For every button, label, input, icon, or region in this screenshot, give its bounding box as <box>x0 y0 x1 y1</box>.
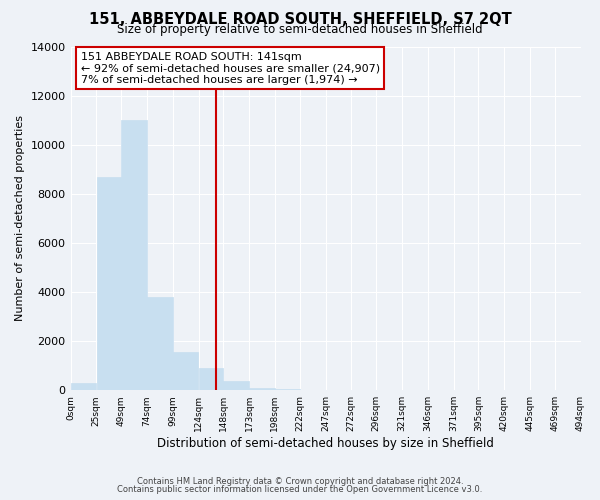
Bar <box>121 120 147 390</box>
Text: 151 ABBEYDALE ROAD SOUTH: 141sqm
← 92% of semi-detached houses are smaller (24,9: 151 ABBEYDALE ROAD SOUTH: 141sqm ← 92% o… <box>81 52 380 85</box>
Bar <box>97 176 121 390</box>
Bar <box>223 381 249 390</box>
Bar <box>71 383 96 390</box>
Bar <box>249 388 275 390</box>
Text: Contains public sector information licensed under the Open Government Licence v3: Contains public sector information licen… <box>118 485 482 494</box>
Text: Size of property relative to semi-detached houses in Sheffield: Size of property relative to semi-detach… <box>117 22 483 36</box>
Y-axis label: Number of semi-detached properties: Number of semi-detached properties <box>15 116 25 322</box>
Bar <box>147 297 173 390</box>
Text: 151, ABBEYDALE ROAD SOUTH, SHEFFIELD, S7 2QT: 151, ABBEYDALE ROAD SOUTH, SHEFFIELD, S7… <box>89 12 511 26</box>
X-axis label: Distribution of semi-detached houses by size in Sheffield: Distribution of semi-detached houses by … <box>157 437 494 450</box>
Bar <box>199 368 223 390</box>
Bar <box>275 389 299 390</box>
Text: Contains HM Land Registry data © Crown copyright and database right 2024.: Contains HM Land Registry data © Crown c… <box>137 477 463 486</box>
Bar <box>173 352 199 390</box>
